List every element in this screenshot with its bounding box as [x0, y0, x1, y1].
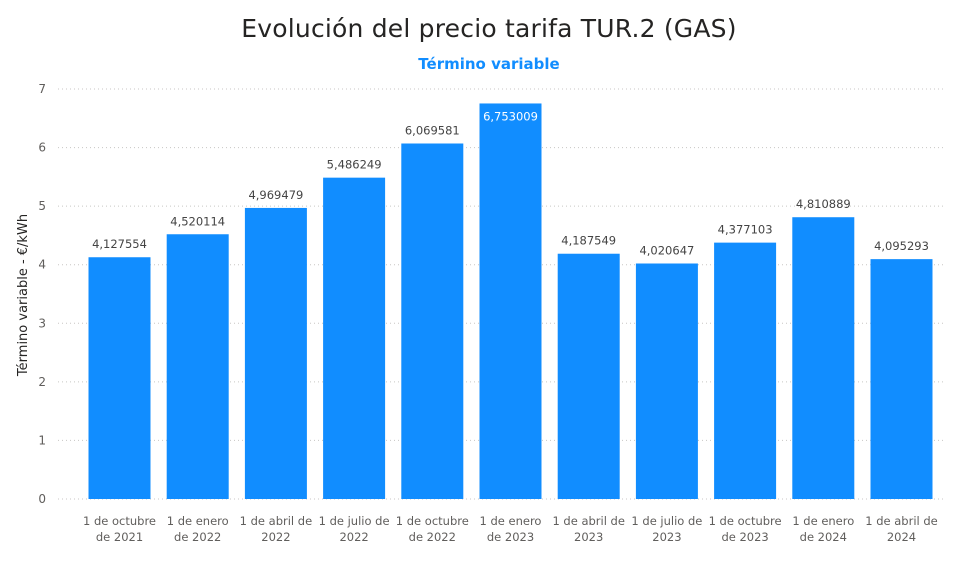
data-label: 4,377103	[718, 223, 773, 237]
chart-subtitle: Término variable	[418, 55, 560, 73]
data-label: 4,520114	[170, 214, 225, 228]
x-tick-label: 1 de enero de 2024	[792, 514, 854, 544]
x-tick-label: 1 de abril de 2022	[240, 514, 313, 544]
x-tick-label: 1 de abril de 2024	[865, 514, 938, 544]
bar	[635, 263, 698, 499]
bar	[714, 242, 777, 499]
bar	[323, 177, 386, 500]
y-tick-label: 4	[38, 258, 46, 272]
y-tick-label: 1	[38, 433, 46, 447]
x-tick-label: 1 de julio de 2023	[631, 514, 702, 544]
y-axis-label: Término variable - €/kWh	[16, 214, 31, 377]
data-label: 5,486249	[327, 158, 382, 172]
data-label: 4,127554	[92, 237, 147, 251]
x-tick-label: 1 de octubre de 2021	[83, 514, 156, 544]
y-tick-label: 2	[38, 375, 46, 389]
y-tick-label: 7	[38, 82, 46, 96]
x-tick-label: 1 de octubre de 2023	[709, 514, 782, 544]
bar	[792, 217, 855, 499]
x-tick-label: 1 de octubre de 2022	[396, 514, 469, 544]
data-label: 4,810889	[796, 197, 851, 211]
chart-title: Evolución del precio tarifa TUR.2 (GAS)	[241, 14, 737, 43]
y-tick-label: 5	[38, 199, 46, 213]
x-tick-label: 1 de julio de 2022	[319, 514, 390, 544]
y-tick-label: 0	[38, 492, 46, 506]
y-axis-ticks: 0 1 2 3 4 5 6 7	[38, 82, 46, 506]
bar	[401, 143, 464, 499]
bars	[88, 103, 933, 500]
bar	[244, 207, 307, 499]
bar	[166, 234, 229, 499]
bar	[88, 257, 151, 499]
data-label: 4,095293	[874, 239, 929, 253]
bar	[870, 259, 933, 499]
x-tick-label: 1 de enero de 2023	[480, 514, 542, 544]
data-labels: 4,127554 4,520114 4,969479 5,486249 6,069581…	[92, 109, 929, 257]
bar	[557, 253, 620, 499]
bar	[479, 103, 542, 499]
data-label: 4,969479	[248, 188, 303, 202]
data-label: 6,753009	[483, 109, 538, 123]
data-label: 4,187549	[561, 234, 616, 248]
x-tick-label: 1 de abril de 2023	[552, 514, 625, 544]
x-axis-ticks: 1 de octubre de 2021 1 de enero de 2022 1 de…	[83, 514, 938, 544]
data-label: 4,020647	[639, 244, 694, 258]
y-tick-label: 6	[38, 141, 46, 155]
y-tick-label: 3	[38, 316, 46, 330]
x-tick-label: 1 de enero de 2022	[167, 514, 229, 544]
data-label: 6,069581	[405, 123, 460, 137]
